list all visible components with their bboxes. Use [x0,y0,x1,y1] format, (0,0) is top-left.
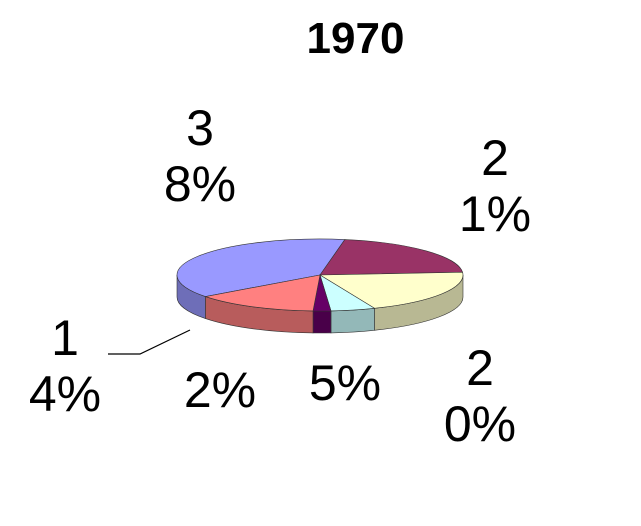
slice [204,274,321,312]
slice [319,239,463,276]
leader-line [108,329,191,355]
slice [176,238,346,297]
data-label: 38% [163,100,237,212]
data-label: 5% [308,355,382,411]
data-label: 2% [183,362,257,418]
data-label: 14% [28,310,102,422]
slice [318,271,464,309]
slice-side [312,310,332,334]
data-label: 21% [458,130,532,242]
slice-side [330,307,375,334]
chart-title: 1970 [306,14,405,63]
data-label: 20% [443,340,517,452]
